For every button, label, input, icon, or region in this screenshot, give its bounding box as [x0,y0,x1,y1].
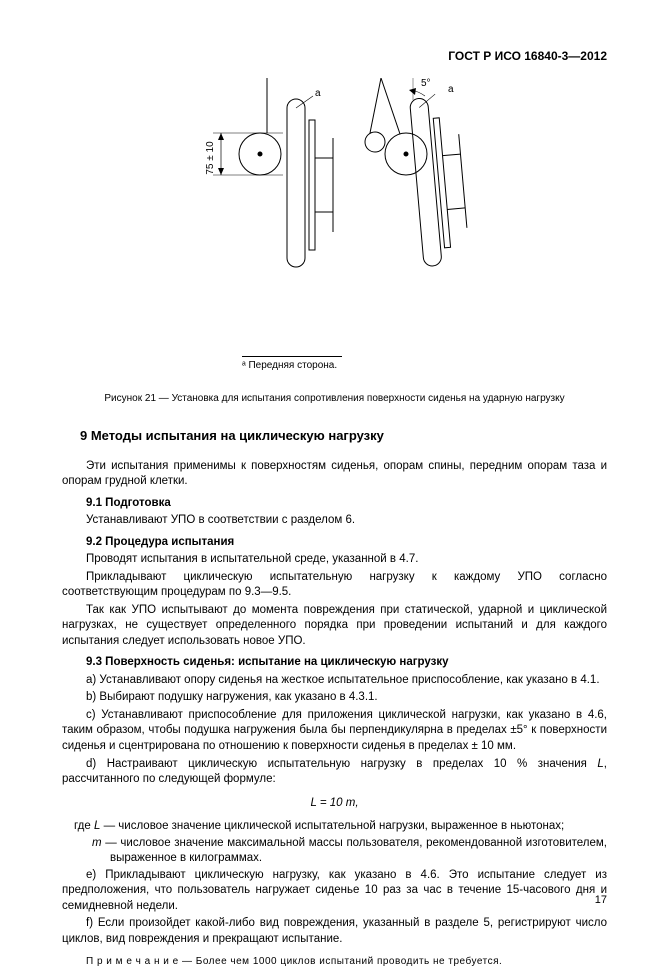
where-label: где [74,820,91,832]
item-b: b) Выбирают подушку нагружения, как указ… [62,690,607,706]
sub-92-p1: Проводят испытания в испытательной среде… [62,552,607,568]
formula: L = 10 m, [62,796,607,812]
sub-91-p1: Устанавливают УПО в соответствии с разде… [62,513,607,529]
item-d: d) Настраивают циклическую испытательную… [62,757,607,788]
where-m: m — числовое значение максимальной массы… [92,836,607,867]
marker-a-right: a [448,84,454,95]
where-m-var: m [92,837,102,849]
document-header: ГОСТ Р ИСО 16840-3—2012 [62,48,607,64]
where-block: где L — числовое значение циклической ис… [62,819,607,867]
sub-92-title: 9.2 Процедура испытания [62,535,607,551]
marker-a-left: a [315,88,321,99]
where-m-text: — числовое значение максимальной массы п… [102,837,607,865]
figure-footnote: ᵃ Передняя сторона. [242,356,342,373]
section-9-title: 9 Методы испытания на циклическую нагруз… [80,427,607,445]
sub-92-p2: Прикладывают циклическую испытательную н… [62,570,607,601]
figure-caption: Рисунок 21 — Установка для испытания соп… [62,392,607,406]
where-L: где L — числовое значение циклической ис… [74,819,607,835]
sub-92-p3: Так как УПО испытывают до момента повреж… [62,603,607,650]
note: П р и м е ч а н и е — Более чем 1000 цик… [62,955,607,969]
item-d-pre: d) Настраивают циклическую испытательную… [86,758,597,770]
page-number: 17 [595,893,607,908]
sub-91-title: 9.1 Подготовка [62,496,607,512]
section-intro: Эти испытания применимы к поверхностям с… [62,459,607,490]
item-e: e) Прикладывают циклическую нагрузку, ка… [62,868,607,915]
dim-angle-label: 5° [421,78,431,89]
item-a: a) Устанавливают опору сиденья на жестко… [62,673,607,689]
where-L-text: — числовое значение циклической испытате… [100,820,564,832]
dim-vertical-label: 75 ± 10 [205,141,216,175]
figure-21: 75 ± 10 a 5° a [62,78,607,348]
item-f: f) Если произойдет какой-либо вид повреж… [62,916,607,947]
item-c: c) Устанавливают приспособление для прил… [62,708,607,755]
sub-93-title: 9.3 Поверхность сиденья: испытание на ци… [62,655,607,671]
